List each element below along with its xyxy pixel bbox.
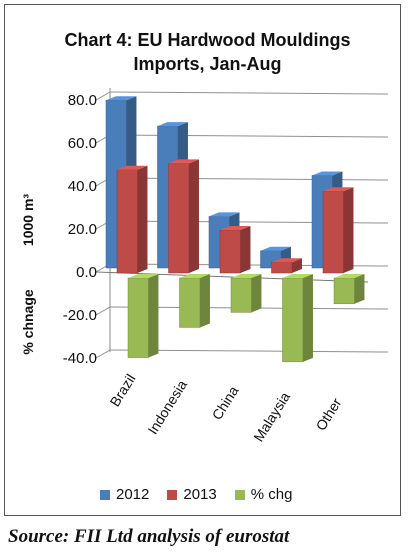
y-tick-label: -20.0: [63, 307, 97, 324]
bar-chg-china: [230, 274, 262, 313]
legend-item-chg: % chg: [234, 486, 293, 503]
grid-line-side: [95, 306, 111, 316]
grid-line: [109, 134, 389, 138]
bar-front: [282, 277, 304, 363]
legend-label-2013: 2013: [183, 486, 217, 503]
chart-title-line-2: Imports, Jan-Aug: [133, 54, 282, 74]
bar-chg-brazil: [127, 274, 159, 358]
bar-top: [282, 274, 313, 278]
grid-line-side: [95, 91, 111, 101]
grid-line-side: [95, 349, 111, 359]
bar-side: [199, 274, 210, 328]
bar-top: [312, 171, 343, 176]
bar-front: [168, 163, 190, 274]
bar-top: [231, 274, 262, 278]
x-category-label: Other: [312, 395, 344, 433]
y-tick-label: 20.0: [68, 221, 97, 238]
legend-item-2012: 2012: [100, 486, 149, 503]
zero-floor-line: [95, 271, 369, 283]
x-category-label: China: [209, 383, 242, 423]
bar-front: [230, 277, 252, 313]
bar-side: [188, 159, 199, 273]
bar-side: [240, 226, 251, 273]
source-note: Source: FII Ltd analysis of eurostat: [8, 526, 290, 547]
legend-swatch-2013: [167, 489, 178, 500]
bar-side: [251, 274, 262, 313]
y-tick-label: 40.0: [68, 178, 97, 195]
bar-front: [219, 229, 241, 274]
bar-side: [343, 187, 354, 273]
bars: [105, 96, 365, 363]
grid-line: [109, 91, 389, 95]
bar-chg-malaysia: [282, 274, 313, 363]
bar-front: [271, 262, 293, 274]
bar-side: [354, 274, 365, 304]
legend-label-chg: % chg: [250, 486, 293, 503]
bar-top: [179, 274, 210, 278]
bar-side: [302, 274, 313, 362]
bar-2013-brazil: [116, 165, 148, 274]
y-axis-ticks: 80.0 60.0 40.0 20.0 0.0 -20.0 -40.0: [63, 92, 97, 367]
bar-side: [291, 258, 302, 273]
grid-line: [109, 177, 389, 181]
bar-top: [260, 246, 291, 251]
bar-side: [148, 274, 159, 358]
legend-swatch-2012: [100, 489, 110, 500]
bar-top: [117, 165, 148, 170]
x-category-label: Indonesia: [144, 377, 190, 437]
y-axis-label-bottom: % chnage: [20, 289, 36, 355]
legend: 2012 2013 % chg: [100, 486, 292, 503]
x-axis-categories: Brazil Indonesia China Malaysia Other: [106, 371, 344, 444]
x-category-label: Brazil: [106, 371, 138, 409]
bar-top: [128, 274, 159, 278]
bar-top: [168, 159, 199, 164]
bar-front: [333, 277, 355, 305]
bar-top: [106, 96, 137, 101]
bar-front: [116, 169, 138, 274]
y-tick-label: 60.0: [68, 135, 97, 152]
bar-front: [322, 191, 344, 274]
bar-top: [157, 122, 188, 127]
legend-item-2013: 2013: [167, 486, 217, 503]
y-tick-label: 80.0: [68, 92, 97, 109]
bar-chg-indonesia: [179, 274, 210, 328]
y-tick-label: 0.0: [76, 264, 97, 281]
bar-2013-china: [219, 226, 251, 274]
bar-2013-other: [322, 187, 354, 274]
legend-label-2012: 2012: [116, 486, 150, 503]
bar-top: [220, 226, 251, 230]
chart-title: Chart 4: EU Hardwood Mouldings Imports, …: [0, 28, 415, 76]
legend-swatch-chg: [234, 489, 245, 500]
bar-front: [127, 277, 149, 358]
bar-2013-malaysia: [271, 258, 302, 274]
x-category-label: Malaysia: [250, 389, 293, 445]
bar-top: [323, 187, 354, 192]
bar-chg-other: [333, 274, 365, 305]
chart-title-line-1: Chart 4: EU Hardwood Mouldings: [64, 30, 351, 50]
bar-front: [179, 277, 201, 328]
bar-side: [137, 165, 148, 273]
bar-2013-indonesia: [168, 159, 199, 274]
bar-top: [209, 212, 240, 217]
y-axis-label-top: 1000 m³: [20, 194, 36, 246]
bar-top: [334, 274, 365, 278]
y-tick-label: -40.0: [63, 350, 97, 367]
bar-top: [271, 258, 302, 263]
